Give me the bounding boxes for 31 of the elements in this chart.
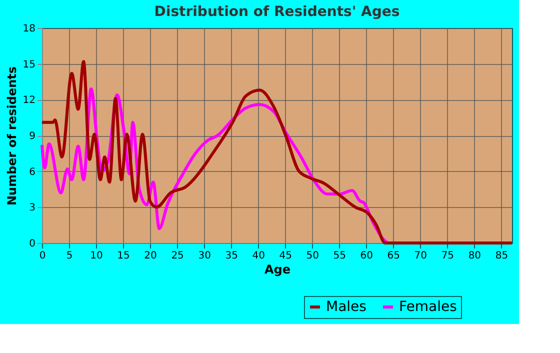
x-tick-label: 5 <box>66 250 73 262</box>
x-tick-label: 65 <box>387 250 400 262</box>
line-series <box>40 60 514 244</box>
x-tick-label: 80 <box>468 250 482 262</box>
x-tick-label: 10 <box>90 250 103 262</box>
x-tick-label: 75 <box>441 250 454 262</box>
y-tick-label: 6 <box>29 166 36 178</box>
x-tick-label: 70 <box>414 250 428 262</box>
x-tick-label: 15 <box>117 250 130 262</box>
x-tick-label: 85 <box>495 250 508 262</box>
legend-label: Females <box>399 299 457 315</box>
x-axis-title: Age <box>264 262 291 276</box>
legend-label: Males <box>326 299 366 315</box>
y-tick-label: 9 <box>29 131 36 142</box>
x-tick-label: 45 <box>279 250 292 262</box>
x-tick-label: 35 <box>225 250 238 262</box>
chart-title: Distribution of Residents' Ages <box>154 4 400 20</box>
y-tick-label: 18 <box>22 24 36 34</box>
x-tick-label: 30 <box>198 250 211 262</box>
x-tick-label: 50 <box>306 250 319 262</box>
x-tick-label: 20 <box>144 250 157 262</box>
x-tick-label: 25 <box>171 250 184 262</box>
y-tick-label: 0 <box>29 238 36 250</box>
y-tick-label: 12 <box>22 95 36 106</box>
y-axis-title: Number of residents <box>4 66 19 206</box>
x-tick-label: 60 <box>360 250 374 262</box>
y-tick-label: 3 <box>29 202 36 214</box>
x-tick-label: 55 <box>333 250 346 262</box>
x-tick-label: 0 <box>39 250 46 262</box>
x-tick-label: 40 <box>252 250 265 262</box>
y-tick-label: 15 <box>22 59 36 70</box>
